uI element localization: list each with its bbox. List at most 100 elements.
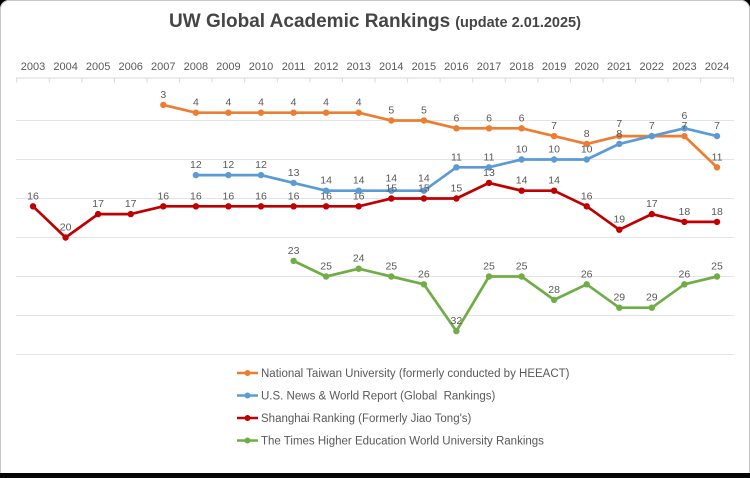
data-point xyxy=(257,171,265,179)
data-label: 11 xyxy=(451,151,462,163)
data-point xyxy=(290,109,297,116)
data-label: 26 xyxy=(581,268,593,280)
data-label: 7 xyxy=(616,118,622,130)
data-point xyxy=(713,218,721,226)
data-label: 13 xyxy=(288,167,300,179)
window-bottom-edge xyxy=(0,473,750,478)
data-point xyxy=(583,156,590,163)
data-label: 3 xyxy=(160,89,166,101)
data-label: 14 xyxy=(353,175,365,187)
data-point xyxy=(453,195,460,202)
data-point xyxy=(290,257,297,265)
data-point xyxy=(453,327,460,335)
data-point xyxy=(648,210,655,218)
data-point xyxy=(681,125,688,132)
data-label: 16 xyxy=(223,190,235,202)
data-label: 25 xyxy=(385,261,397,273)
data-label: 18 xyxy=(711,206,723,218)
data-point xyxy=(225,203,232,210)
data-point xyxy=(29,203,37,210)
data-label: 11 xyxy=(712,151,723,163)
data-label: 5 xyxy=(421,105,427,117)
series-shanghai xyxy=(29,179,721,241)
data-label: 4 xyxy=(356,97,362,109)
data-label: 6 xyxy=(486,112,492,124)
x-axis-label: 2017 xyxy=(477,61,501,73)
x-axis-label: 2022 xyxy=(640,61,664,73)
data-point xyxy=(681,132,688,140)
data-point xyxy=(388,195,395,202)
data-point xyxy=(62,234,69,241)
x-axis-label: 2003 xyxy=(21,61,45,73)
data-point xyxy=(355,109,362,116)
data-point xyxy=(322,187,330,194)
legend-marker-dot xyxy=(244,392,251,399)
series-line xyxy=(161,103,719,169)
data-point xyxy=(192,203,200,210)
x-axis-label: 2013 xyxy=(346,61,370,73)
data-point xyxy=(388,117,395,124)
legend-item-ntu: National Taiwan University (formerly con… xyxy=(237,368,570,380)
x-axis-label: 2015 xyxy=(412,61,436,73)
series-usnwr xyxy=(192,125,721,194)
legend-marker-dot xyxy=(244,370,251,376)
data-point xyxy=(322,273,330,280)
data-label: 16 xyxy=(581,190,593,202)
data-label: 16 xyxy=(320,190,332,202)
data-point xyxy=(355,187,362,194)
data-point xyxy=(420,187,428,194)
x-axis-label: 2014 xyxy=(379,61,403,73)
data-label: 15 xyxy=(418,183,430,195)
data-point xyxy=(583,281,590,288)
data-label: 4 xyxy=(291,97,297,109)
data-label: 14 xyxy=(516,175,528,187)
data-point xyxy=(681,218,688,226)
data-point xyxy=(355,203,362,210)
data-point xyxy=(322,203,330,210)
x-axis-label: 2009 xyxy=(216,61,240,73)
series-times xyxy=(290,257,721,335)
data-label: 8 xyxy=(616,128,622,140)
data-label: 20 xyxy=(60,222,72,234)
data-point xyxy=(518,273,525,280)
data-point xyxy=(518,125,525,132)
data-label: 16 xyxy=(27,190,39,202)
data-label: 14 xyxy=(418,173,430,185)
data-point xyxy=(518,187,525,194)
data-point xyxy=(388,187,395,194)
legend-label: Shanghai Ranking (Formerly Jiao Tong's) xyxy=(261,413,472,425)
legend-item-usnwr: U.S. News & World Report (Global Ranking… xyxy=(237,391,496,403)
data-label: 11 xyxy=(484,151,495,163)
data-point xyxy=(648,132,655,140)
data-point xyxy=(681,281,688,288)
data-label: 25 xyxy=(516,261,528,273)
data-point xyxy=(583,140,590,148)
data-point xyxy=(388,273,395,280)
data-label: 16 xyxy=(255,190,267,202)
data-label: 7 xyxy=(714,120,720,132)
data-label: 4 xyxy=(258,97,264,109)
data-label: 7 xyxy=(681,120,687,132)
data-label: 26 xyxy=(418,268,430,280)
data-point xyxy=(160,101,167,109)
data-point xyxy=(485,125,493,132)
data-point xyxy=(192,109,200,116)
legend-label: U.S. News & World Report (Global Ranking… xyxy=(261,391,496,403)
data-label: 7 xyxy=(551,120,557,132)
data-point xyxy=(485,164,493,171)
x-axis-label: 2006 xyxy=(118,61,142,73)
data-label: 25 xyxy=(320,261,332,273)
x-axis-label: 2012 xyxy=(314,61,338,73)
x-axis-label: 2016 xyxy=(444,61,468,73)
data-point xyxy=(583,203,590,210)
data-label: 10 xyxy=(548,144,560,156)
data-label: 12 xyxy=(190,159,202,171)
data-point xyxy=(648,304,655,311)
data-point xyxy=(616,132,623,140)
x-axis-label: 2024 xyxy=(705,61,729,73)
data-label: 4 xyxy=(323,97,329,109)
data-label: 14 xyxy=(385,173,397,185)
data-point xyxy=(160,203,167,210)
data-point xyxy=(225,109,232,116)
data-point xyxy=(290,179,297,187)
